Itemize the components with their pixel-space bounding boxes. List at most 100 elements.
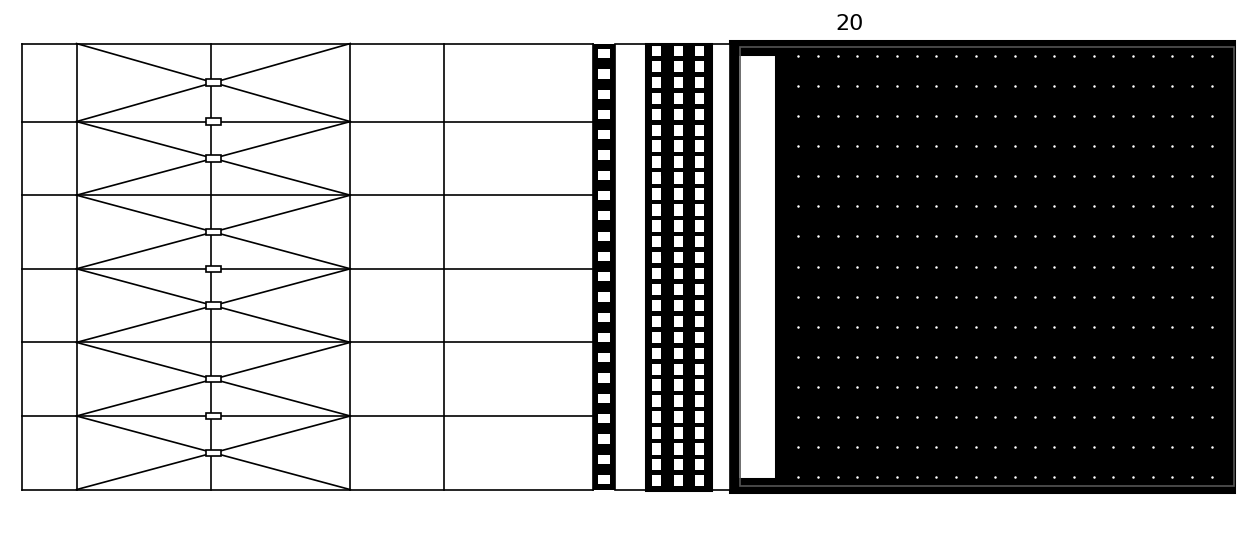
Bar — [652, 204, 661, 215]
Bar — [696, 92, 704, 104]
Bar — [696, 284, 704, 295]
Bar — [675, 332, 682, 343]
Bar — [675, 284, 682, 295]
Bar — [652, 92, 661, 104]
Bar — [598, 475, 610, 484]
Bar — [696, 268, 704, 279]
Bar — [652, 332, 661, 343]
Bar — [675, 220, 682, 232]
Bar — [675, 157, 682, 168]
Bar — [675, 427, 682, 438]
Bar — [652, 220, 661, 232]
Bar — [675, 300, 682, 311]
Bar — [598, 292, 610, 301]
Bar — [696, 395, 704, 407]
Bar — [206, 228, 221, 235]
Bar — [598, 211, 610, 220]
Bar — [675, 475, 682, 486]
Bar — [675, 204, 682, 215]
Bar — [206, 79, 221, 86]
Bar — [652, 443, 661, 455]
Bar — [696, 45, 704, 56]
Bar — [652, 411, 661, 423]
Bar — [652, 284, 661, 295]
Bar — [206, 155, 221, 162]
Bar — [675, 395, 682, 407]
Bar — [675, 61, 682, 72]
Bar — [675, 363, 682, 375]
Bar — [646, 44, 711, 490]
Bar — [675, 380, 682, 391]
Bar — [737, 54, 776, 479]
Bar — [598, 252, 610, 261]
Bar — [652, 348, 661, 359]
Bar — [652, 316, 661, 327]
Bar — [652, 427, 661, 438]
Bar — [696, 443, 704, 455]
Bar — [598, 353, 610, 362]
Bar — [593, 44, 615, 490]
Text: 20: 20 — [836, 15, 863, 34]
Bar — [696, 300, 704, 311]
Bar — [730, 41, 1234, 492]
Bar — [675, 316, 682, 327]
Bar — [598, 90, 610, 99]
Bar — [598, 49, 610, 58]
Bar — [598, 333, 610, 342]
Bar — [675, 443, 682, 455]
Bar — [598, 151, 610, 159]
Bar — [696, 61, 704, 72]
Bar — [652, 459, 661, 471]
Bar — [696, 363, 704, 375]
Bar — [652, 188, 661, 200]
Bar — [598, 455, 610, 464]
Bar — [652, 125, 661, 136]
Bar — [598, 394, 610, 403]
Bar — [696, 411, 704, 423]
Bar — [206, 413, 221, 419]
Bar — [675, 411, 682, 423]
Bar — [696, 220, 704, 232]
Bar — [696, 188, 704, 200]
Bar — [652, 45, 661, 56]
Bar — [598, 313, 610, 322]
Bar — [675, 125, 682, 136]
Bar — [652, 363, 661, 375]
Bar — [598, 414, 610, 423]
Bar — [696, 475, 704, 486]
Bar — [206, 119, 221, 125]
Bar — [675, 348, 682, 359]
Bar — [652, 172, 661, 184]
Bar — [740, 47, 1234, 486]
Bar — [696, 204, 704, 215]
Bar — [652, 475, 661, 486]
Bar — [652, 77, 661, 88]
Bar — [696, 427, 704, 438]
Bar — [696, 316, 704, 327]
Bar — [652, 157, 661, 168]
Bar — [598, 272, 610, 281]
Bar — [675, 109, 682, 120]
Bar — [652, 268, 661, 279]
Bar — [675, 188, 682, 200]
Bar — [598, 191, 610, 200]
Bar — [696, 109, 704, 120]
Bar — [675, 268, 682, 279]
Bar — [675, 92, 682, 104]
Bar — [696, 332, 704, 343]
Bar — [652, 395, 661, 407]
Bar — [206, 376, 221, 382]
Bar — [696, 125, 704, 136]
Bar — [696, 157, 704, 168]
Bar — [675, 459, 682, 471]
Bar — [696, 380, 704, 391]
Bar — [598, 434, 610, 443]
Bar — [675, 140, 682, 152]
Bar — [696, 348, 704, 359]
Bar — [206, 449, 221, 456]
Bar — [696, 236, 704, 248]
Bar — [696, 77, 704, 88]
Bar — [675, 172, 682, 184]
Bar — [696, 252, 704, 263]
Bar — [675, 236, 682, 248]
